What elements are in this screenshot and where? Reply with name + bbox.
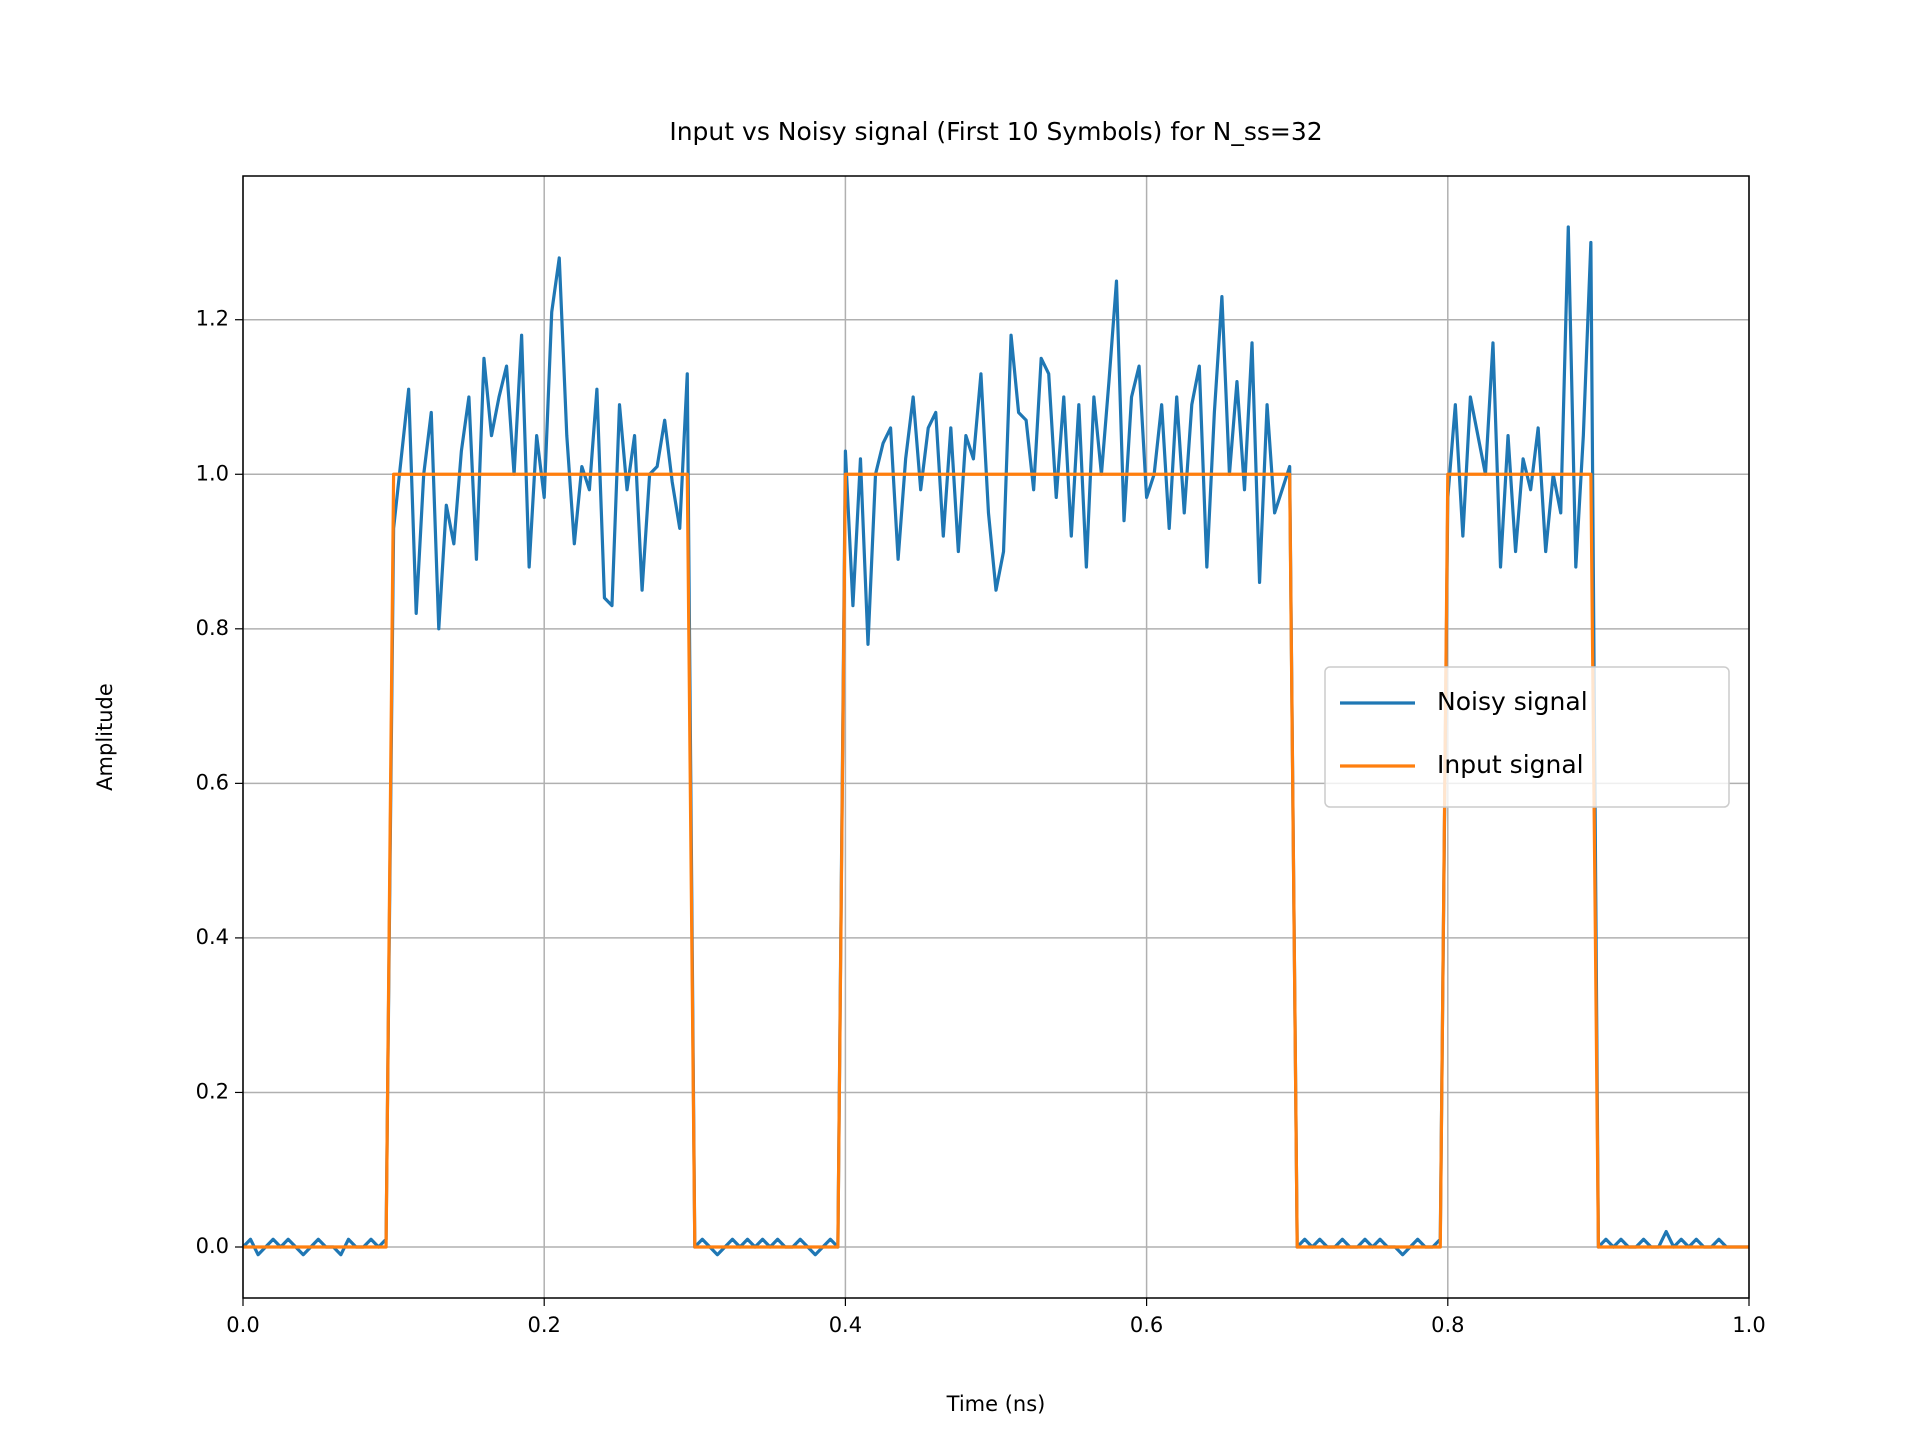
y-axis-label: Amplitude (93, 683, 117, 791)
x-axis-label: Time (ns) (946, 1392, 1046, 1416)
y-tick-label: 0.0 (196, 1234, 229, 1258)
y-tick-label: 0.8 (196, 616, 229, 640)
y-tick-label: 1.2 (196, 307, 229, 331)
x-tick-label: 0.2 (527, 1313, 560, 1337)
y-tick-label: 0.2 (196, 1079, 229, 1103)
x-tick-label: 0.0 (226, 1313, 259, 1337)
x-tick-label: 1.0 (1732, 1313, 1765, 1337)
series-line (241, 225, 1749, 1257)
legend-label: Noisy signal (1437, 687, 1588, 716)
axes-frame (242, 175, 1750, 1299)
y-tick-label: 0.6 (196, 770, 229, 794)
series-line (243, 472, 1749, 1249)
legend-box (1324, 666, 1730, 808)
y-tick-label: 1.0 (196, 461, 229, 485)
chart-title: Input vs Noisy signal (First 10 Symbols)… (669, 117, 1322, 146)
x-tick-label: 0.6 (1130, 1313, 1163, 1337)
legend-label: Input signal (1437, 750, 1584, 779)
x-tick-label: 0.8 (1431, 1313, 1464, 1337)
x-tick-label: 0.4 (829, 1313, 862, 1337)
y-tick-label: 0.4 (196, 925, 229, 949)
